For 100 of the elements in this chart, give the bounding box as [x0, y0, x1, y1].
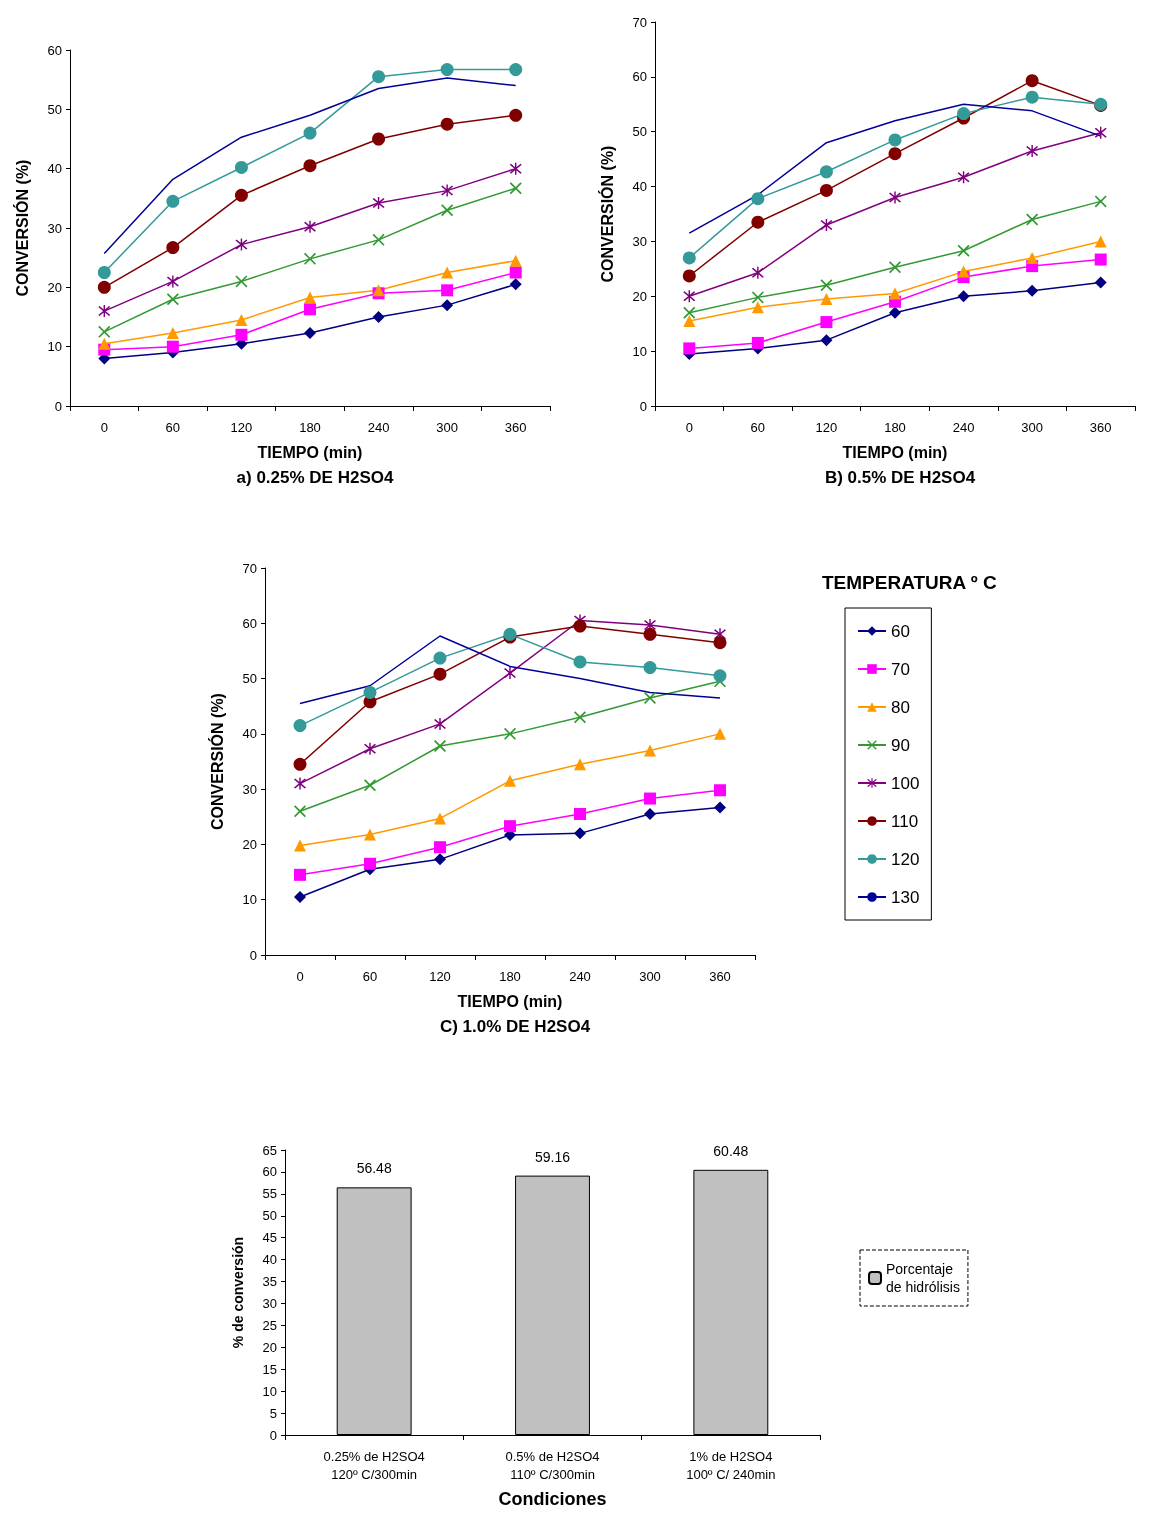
legend-label: 100 — [891, 773, 920, 793]
point — [644, 691, 656, 704]
point — [372, 132, 386, 146]
point — [441, 299, 454, 312]
y-tick-label: 10 — [262, 1383, 277, 1399]
y-tick-label: 0 — [269, 1427, 277, 1443]
point — [751, 301, 764, 314]
y-tick-label: 35 — [262, 1274, 277, 1290]
legend-label: 130 — [891, 887, 920, 907]
y-tick-label: 70 — [242, 560, 257, 576]
x-tick-label: 0 — [685, 419, 693, 435]
point — [434, 717, 446, 730]
point — [714, 784, 726, 797]
point — [293, 719, 307, 733]
point — [957, 244, 970, 257]
y-tick-label: 30 — [632, 233, 647, 249]
y-tick-label: 0 — [249, 947, 257, 963]
x-tick-label: 360 — [1089, 419, 1112, 435]
legend-label: 70 — [891, 659, 910, 679]
x-tick-label: 240 — [952, 419, 975, 435]
point — [713, 636, 727, 650]
point — [166, 241, 180, 255]
point — [294, 868, 306, 881]
point — [820, 316, 833, 329]
point — [364, 857, 376, 870]
data-label: 59.16 — [534, 1148, 571, 1165]
x-tick-label: 360 — [709, 968, 731, 984]
x-tick-label: 180 — [499, 968, 521, 984]
point — [751, 215, 765, 229]
x-tick-label: 240 — [367, 419, 390, 435]
point — [504, 820, 516, 833]
data-label: 56.48 — [356, 1160, 392, 1177]
y-axis-title: % de conversión — [230, 1236, 246, 1349]
x-tick-label: 180 — [884, 419, 906, 435]
point — [166, 327, 179, 340]
point — [364, 828, 376, 841]
x-tick-label: 0.25% de H2SO4 120º C/300min — [323, 1448, 425, 1482]
y-axis-title: CONVERSIÓN (%) — [597, 145, 616, 283]
point — [433, 651, 447, 665]
point — [372, 311, 385, 323]
point — [682, 269, 696, 283]
x-tick-label: 120 — [429, 968, 451, 984]
point — [1026, 284, 1039, 297]
point — [363, 685, 377, 699]
point — [441, 266, 454, 279]
y-tick-label: 15 — [262, 1361, 277, 1377]
point — [509, 108, 523, 122]
point — [293, 757, 307, 771]
point — [957, 265, 970, 278]
y-tick-label: 45 — [262, 1230, 277, 1246]
point — [441, 204, 454, 217]
y-tick-label: 20 — [47, 279, 62, 295]
y-tick-label: 60 — [242, 615, 257, 631]
point — [303, 159, 317, 173]
y-tick-label: 0 — [54, 398, 62, 414]
point — [1026, 144, 1039, 157]
point — [820, 334, 833, 347]
y-tick-label: 10 — [47, 339, 62, 355]
point — [509, 278, 522, 291]
point — [957, 290, 970, 303]
y-tick-label: 40 — [632, 179, 647, 195]
point — [97, 266, 111, 279]
y-tick-label: 60 — [262, 1164, 277, 1180]
point — [98, 305, 111, 318]
point — [98, 325, 111, 338]
x-tick-label: 60 — [362, 968, 378, 984]
point — [372, 197, 385, 210]
point — [434, 740, 446, 753]
y-tick-label: 40 — [242, 726, 257, 742]
point — [713, 669, 727, 683]
point — [574, 758, 586, 771]
point — [644, 792, 656, 805]
legend-label: 60 — [891, 621, 910, 641]
x-axis-title: TIEMPO (min) — [257, 443, 363, 461]
x-axis-title: TIEMPO (min) — [457, 992, 563, 1010]
point — [573, 619, 587, 633]
y-tick-label: 25 — [262, 1317, 277, 1333]
point — [166, 340, 179, 353]
text: B) 0.5% DE H2SO4 — [824, 468, 976, 487]
point — [304, 327, 316, 340]
y-tick-label: 10 — [242, 892, 257, 908]
point — [889, 287, 901, 300]
line-series — [299, 635, 721, 705]
point — [714, 801, 726, 814]
point — [294, 777, 306, 790]
point — [364, 742, 376, 755]
data-label: 60.48 — [713, 1142, 749, 1159]
point — [441, 184, 454, 197]
point — [889, 306, 901, 319]
point — [1094, 195, 1107, 208]
y-tick-label: 20 — [632, 288, 647, 304]
point — [1025, 90, 1039, 104]
point — [1025, 74, 1039, 88]
point — [166, 194, 180, 208]
point — [434, 853, 446, 866]
point — [235, 328, 248, 341]
x-tick-label: 1% de H2SO4 100º C/ 240min — [686, 1448, 776, 1482]
y-tick-label: 50 — [47, 101, 62, 117]
point — [504, 727, 516, 740]
point — [644, 808, 656, 821]
